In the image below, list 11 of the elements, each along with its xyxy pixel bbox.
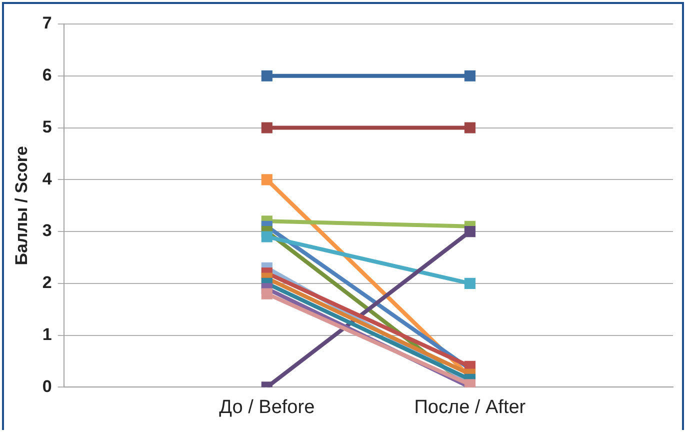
y-tick-label: 1 [42,325,52,344]
y-tick-label: 2 [42,273,52,292]
y-tick-label: 4 [42,169,52,188]
x-tick-label: До / Before [219,396,315,418]
y-tick-label: 0 [42,376,52,396]
y-tick-label: 5 [42,117,52,136]
y-tick-label: 7 [42,14,52,33]
y-tick-label: 6 [42,66,52,85]
y-axis-title: Баллы / Score [12,146,31,266]
y-tick-label: 3 [42,221,52,240]
x-tick-label: После / After [414,396,526,418]
